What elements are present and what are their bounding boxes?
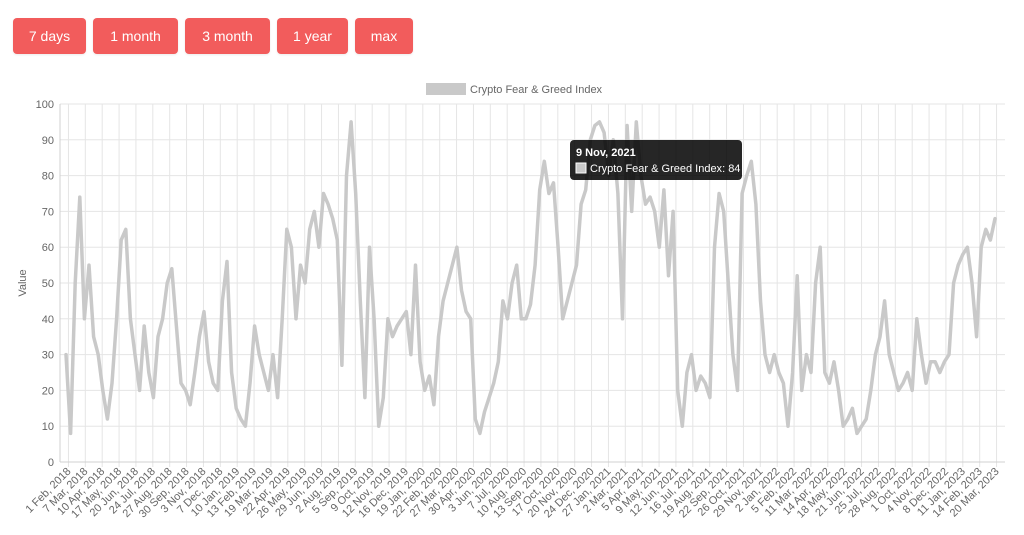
y-axis-title: Value — [17, 269, 29, 296]
y-tick-label: 100 — [36, 99, 54, 111]
range-1-month-button[interactable]: 1 month — [93, 18, 178, 54]
tooltip-separator: : — [722, 163, 728, 175]
y-tick-label: 40 — [42, 314, 54, 326]
tooltip-swatch — [575, 162, 587, 174]
y-tick-label: 80 — [42, 171, 54, 183]
y-axis: 0 10 20 30 40 50 60 70 80 90 100 — [36, 99, 54, 469]
range-max-button[interactable]: max — [355, 18, 413, 54]
tooltip-background — [570, 140, 742, 180]
y-tick-label: 50 — [42, 278, 54, 290]
tooltip-date: 9 Nov, 2021 — [576, 147, 636, 159]
legend-swatch[interactable] — [426, 83, 466, 95]
y-tick-label: 20 — [42, 385, 54, 397]
chart-tooltip: 9 Nov, 2021 Crypto Fear & Greed Index: 8… — [570, 140, 742, 180]
range-3-month-button[interactable]: 3 month — [185, 18, 270, 54]
tooltip-number: 84 — [728, 163, 740, 175]
y-tick-label: 0 — [48, 457, 54, 469]
y-tick-label: 60 — [42, 242, 54, 254]
y-tick-label: 90 — [42, 135, 54, 147]
chart-legend[interactable]: Crypto Fear & Greed Index — [426, 83, 603, 96]
series-line[interactable] — [64, 120, 997, 436]
range-1-year-button[interactable]: 1 year — [277, 18, 348, 54]
y-tick-label: 30 — [42, 350, 54, 362]
y-tick-label: 70 — [42, 206, 54, 218]
y-tick-label: 10 — [42, 421, 54, 433]
legend-label[interactable]: Crypto Fear & Greed Index — [470, 84, 603, 96]
tooltip-value: Crypto Fear & Greed Index: 84 — [590, 163, 740, 175]
series-line-group — [64, 120, 997, 436]
range-7-days-button[interactable]: 7 days — [13, 18, 86, 54]
tooltip-series-label: Crypto Fear & Greed Index — [590, 163, 723, 175]
